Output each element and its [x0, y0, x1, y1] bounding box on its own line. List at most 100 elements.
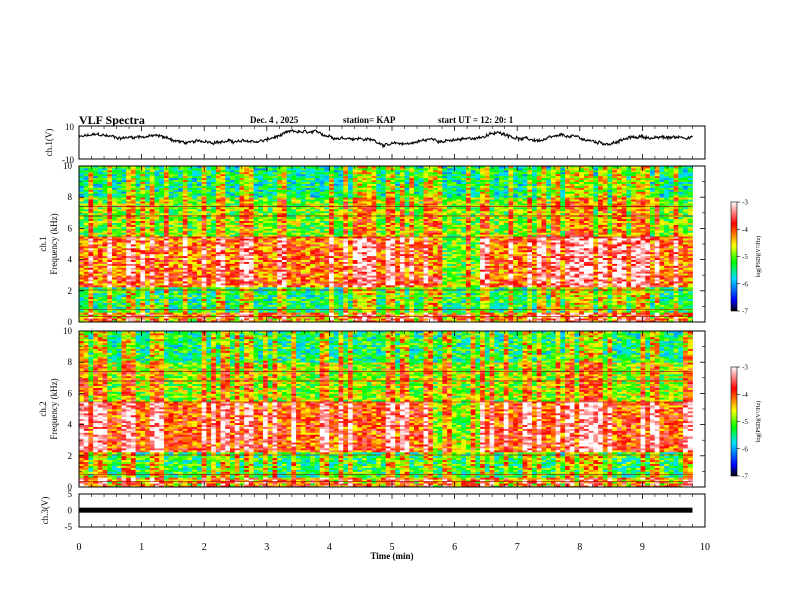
spectrogram-cell [145, 232, 151, 235]
spectrogram-cell [93, 320, 99, 323]
spectrogram-cell [149, 257, 155, 260]
spectrogram-cell [121, 169, 127, 173]
spectrogram-cell [79, 224, 85, 227]
spectrogram-cell [107, 294, 113, 298]
spectrogram-cell [97, 240, 103, 243]
spectrogram-cell [93, 187, 99, 190]
spectrogram-cell [88, 249, 94, 253]
spectrogram-cell [121, 255, 127, 259]
spectrogram-cell [79, 222, 85, 225]
spectrogram-cell [149, 212, 155, 216]
spectrogram-cell [107, 191, 113, 194]
spectrogram-cell [130, 267, 137, 270]
spectrogram-cell [116, 234, 122, 237]
spectrogram-cell [83, 203, 89, 206]
spectrogram-cell [135, 167, 141, 171]
spectrogram-cell [135, 290, 141, 294]
spectrogram-cell [121, 286, 127, 290]
spectrogram-cell [140, 300, 146, 303]
spectrogram-cell [121, 218, 127, 221]
spectrogram-cell [149, 310, 155, 313]
spectrogram-cell [126, 314, 132, 317]
spectrogram-cell [93, 242, 99, 245]
spectrogram-cell [126, 177, 132, 181]
spectrogram-cell [121, 195, 127, 198]
spectrogram-cell [135, 197, 141, 200]
spectrogram-cell [116, 199, 122, 202]
spectrogram-cell [135, 302, 141, 305]
spectrogram-cell [140, 265, 146, 268]
spectrogram-cell [116, 240, 122, 243]
spectrogram-cell [97, 218, 103, 221]
spectrogram-cell [140, 206, 146, 210]
spectrogram-cell [140, 183, 146, 186]
spectrogram-cell [102, 171, 108, 175]
spectrogram-cell [121, 177, 127, 181]
spectrogram-cell [88, 273, 94, 276]
spectrogram-cell [130, 255, 137, 259]
spectrogram-cell [93, 255, 99, 259]
spectrogram-cell [88, 175, 94, 179]
spectrogram-cell [93, 314, 99, 317]
spectrogram-cell [112, 312, 118, 315]
spectrogram-cell [135, 275, 141, 278]
spectrogram-cell [135, 259, 141, 262]
spectrogram-cell [112, 273, 118, 276]
spectrogram-cell [145, 212, 151, 216]
spectrogram-cell [102, 240, 108, 243]
spectrogram-cell [121, 203, 127, 206]
spectrogram-cell [121, 253, 127, 257]
spectrogram-cell [116, 290, 122, 294]
spectrogram-cell [145, 265, 151, 268]
spectrogram-cell [140, 220, 146, 223]
spectrogram-cell [93, 232, 99, 235]
spectrogram-cell [83, 218, 89, 221]
spectrogram-cell [145, 283, 151, 286]
spectrogram-cell [107, 312, 113, 315]
spectrogram-cell [145, 310, 151, 313]
spectrogram-cell [149, 226, 155, 229]
spectrogram-cell [121, 310, 127, 313]
spectrogram-cell [135, 265, 141, 268]
spectrogram-cell [130, 189, 137, 192]
spectrogram-cell [135, 249, 141, 253]
spectrogram-cell [121, 277, 127, 280]
spectrogram-cell [140, 175, 146, 179]
spectrogram-cell [88, 206, 94, 210]
spectrogram-cell [97, 226, 103, 229]
spectrogram-cell [135, 269, 141, 272]
spectrogram-cell [135, 251, 141, 255]
spectrogram-cell [135, 226, 141, 229]
spectrogram-cell [102, 193, 108, 196]
spectrogram-cell [79, 171, 85, 175]
spectrogram-cell [88, 284, 94, 288]
spectrogram-cell [83, 171, 89, 175]
spectrogram-cell [107, 261, 113, 264]
spectrogram-cell [102, 318, 108, 321]
spectrogram-cell [97, 242, 103, 245]
spectrogram-cell [149, 300, 155, 303]
spectrogram-cell [135, 245, 141, 249]
spectrogram-cell [83, 201, 89, 204]
spectrogram-cell [107, 286, 113, 290]
spectrogram-cell [83, 167, 89, 171]
spectrogram-cell [121, 298, 127, 301]
spectrogram-cell [126, 181, 132, 184]
spectrogram-cell [79, 185, 85, 188]
spectrogram-cell [107, 259, 113, 262]
spectrogram-cell [149, 247, 155, 251]
spectrogram-cell [121, 284, 127, 288]
spectrogram-cell [145, 244, 151, 247]
spectrogram-cell [102, 181, 108, 184]
spectrogram-cell [88, 259, 94, 262]
spectrogram-cell [130, 281, 137, 284]
spectrogram-cell [116, 166, 122, 169]
spectrogram-cell [88, 316, 94, 319]
spectrogram-cell [112, 218, 118, 221]
spectrogram-cell [149, 216, 155, 220]
spectrogram-cell [102, 197, 108, 200]
spectrogram-cell [102, 275, 108, 278]
spectrogram-cell [121, 267, 127, 270]
spectrogram-cell [97, 277, 103, 280]
